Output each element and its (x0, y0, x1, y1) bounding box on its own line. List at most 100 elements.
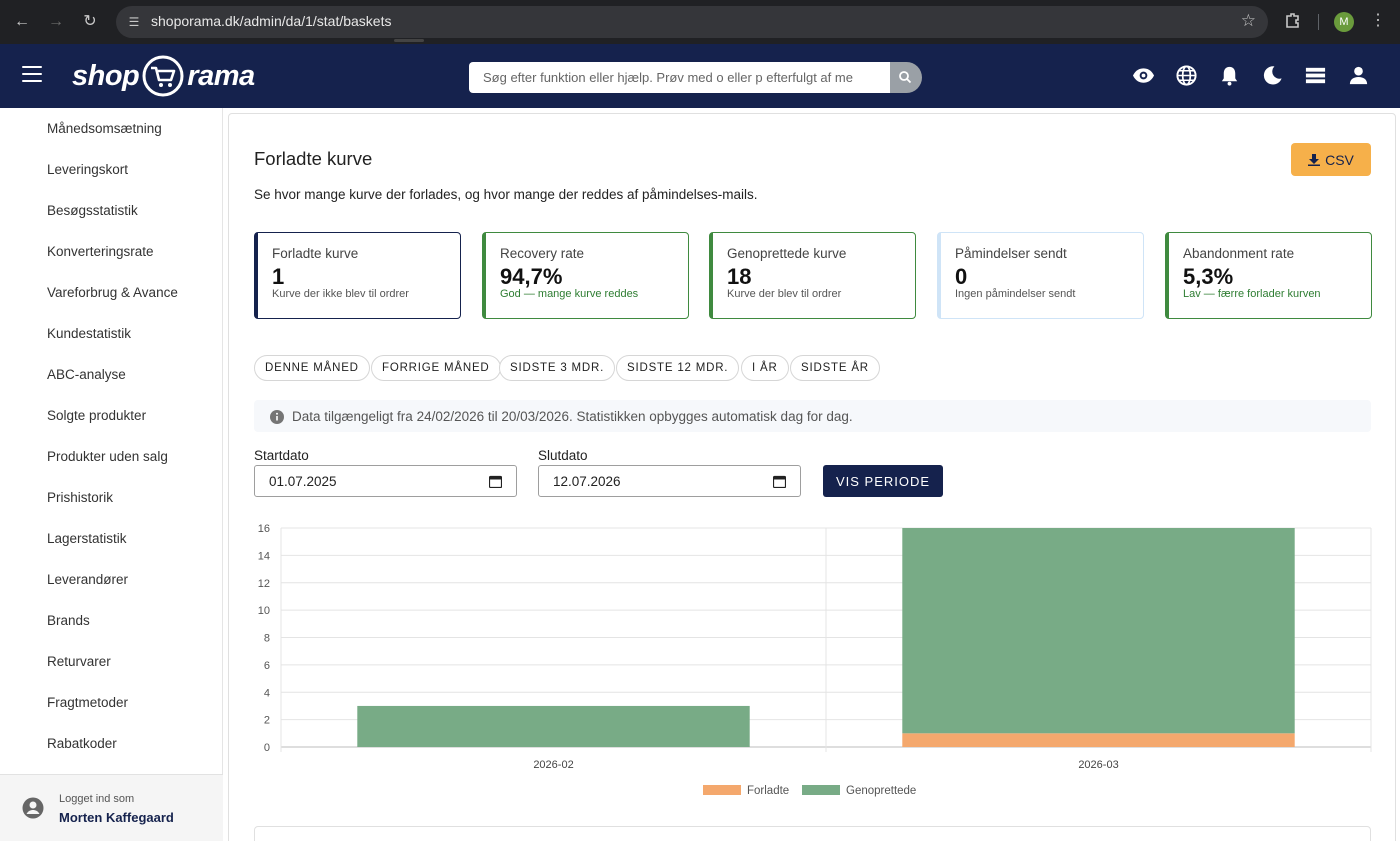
sidebar: Månedsomsætning Leveringskort Besøgsstatis… (0, 108, 223, 841)
y-tick-label: 10 (258, 605, 270, 617)
sidebar-item[interactable]: Lagerstatistik (47, 531, 127, 546)
browser-toolbar: ← → ↻ ☰ shoporama.dk/admin/da/1/stat/bas… (0, 0, 1400, 44)
sidebar-item[interactable]: Rabatkoder (47, 736, 117, 751)
sidebar-item[interactable]: Besøgsstatistik (47, 203, 138, 218)
show-period-button[interactable]: VIS PERIODE (823, 465, 943, 497)
sidebar-item[interactable]: Brands (47, 613, 90, 628)
sidebar-item[interactable]: Kundestatistik (47, 326, 132, 341)
calendar-icon[interactable] (773, 475, 786, 488)
x-tick-label: 2026-02 (533, 759, 573, 771)
sidebar-item[interactable]: Vareforbrug & Avance (47, 285, 178, 300)
bell-icon[interactable] (1218, 64, 1241, 87)
eye-icon[interactable] (1132, 64, 1155, 87)
y-tick-label: 12 (258, 578, 270, 590)
logo-text-right: rama (187, 59, 255, 92)
bar-genoprettede (902, 528, 1295, 734)
sidebar-item[interactable]: Fragtmetoder (47, 695, 129, 710)
period-button[interactable]: SIDSTE 12 MDR. (616, 355, 740, 381)
period-button[interactable]: I ÅR (741, 355, 789, 381)
logged-in-label: Logget ind som (59, 793, 135, 805)
bar-genoprettede (357, 705, 750, 747)
stat-value: 5,3% (1183, 264, 1234, 289)
period-button[interactable]: SIDSTE ÅR (790, 355, 880, 381)
sidebar-item[interactable]: Leveringskort (47, 162, 129, 177)
legend-label: Genoprettede (846, 785, 916, 797)
stat-card: Recovery rate 94,7% God — mange kurve redd… (482, 232, 689, 319)
download-icon (1308, 153, 1321, 166)
sidebar-item[interactable]: Leverandører (47, 572, 129, 587)
end-date-field[interactable]: 12.07.2026 (538, 465, 801, 497)
y-tick-label: 14 (258, 550, 270, 562)
stat-subtext: Kurve der ikke blev til ordrer (272, 288, 409, 300)
site-settings-icon[interactable]: ☰ (128, 15, 140, 29)
stat-subtext: Lav — færre forlader kurven (1183, 288, 1321, 300)
y-tick-label: 8 (264, 633, 270, 645)
toolbar-divider (1318, 14, 1319, 30)
url-text[interactable]: shoporama.dk/admin/da/1/stat/baskets (151, 13, 392, 29)
stat-value: 1 (272, 264, 285, 289)
reload-icon[interactable]: ↻ (83, 13, 97, 30)
legend-swatch (802, 785, 840, 795)
address-bar[interactable]: ☰ shoporama.dk/admin/da/1/stat/baskets ☆ (116, 6, 1268, 38)
sidebar-item[interactable]: Konverteringsrate (47, 244, 154, 259)
stack-icon[interactable] (1304, 64, 1327, 87)
cart-logo-icon (142, 55, 184, 97)
search-input[interactable] (469, 62, 891, 93)
csv-label: CSV (1325, 151, 1354, 168)
stat-value: 94,7% (500, 264, 563, 289)
y-tick-label: 16 (258, 523, 270, 535)
search-button[interactable] (890, 62, 922, 93)
start-date-field[interactable]: 01.07.2025 (254, 465, 517, 497)
sidebar-item[interactable]: Solgte produkter (47, 408, 147, 423)
sidebar-item[interactable]: Prishistorik (47, 490, 114, 505)
page-description: Se hvor mange kurve der forlades, og hvo… (254, 187, 758, 202)
calendar-icon[interactable] (489, 475, 502, 488)
csv-export-button[interactable]: CSV (1291, 143, 1371, 176)
stat-card: Abandonment rate 5,3% Lav — færre forlader… (1165, 232, 1372, 319)
bar-forladte (902, 733, 1295, 747)
period-button[interactable]: SIDSTE 3 MDR. (499, 355, 616, 381)
legend-label: Forladte (747, 785, 789, 797)
app-header: shop rama (0, 44, 1400, 108)
forward-icon[interactable]: → (48, 13, 64, 30)
sidebar-item[interactable]: Månedsomsætning (47, 121, 162, 136)
stat-value: 18 (727, 264, 752, 289)
period-button[interactable]: FORRIGE MÅNED (371, 355, 501, 381)
moon-icon[interactable] (1261, 64, 1284, 87)
end-date-label: Slutdato (538, 448, 588, 463)
user-icon[interactable] (1347, 64, 1370, 87)
logo-text-left: shop (72, 59, 140, 92)
browser-menu-icon[interactable]: ⋮ (1370, 12, 1386, 29)
period-button[interactable]: DENNE MÅNED (254, 355, 370, 381)
back-icon[interactable]: ← (14, 13, 30, 30)
sidebar-item[interactable]: Returvarer (47, 654, 111, 669)
search-icon (899, 71, 912, 84)
url-indicator (394, 39, 424, 42)
start-date-value: 01.07.2025 (269, 473, 337, 489)
menu-icon[interactable] (22, 66, 42, 82)
user-name: Morten Kaffegaard (59, 810, 174, 825)
bookmark-star-icon[interactable]: ☆ (1240, 11, 1256, 30)
stat-label: Påmindelser sendt (955, 246, 1067, 261)
start-date-label: Startdato (254, 448, 309, 463)
stat-card: Forladte kurve 1 Kurve der ikke blev til o… (254, 232, 461, 319)
y-tick-label: 0 (264, 742, 270, 754)
page-title: Forladte kurve (254, 148, 373, 169)
globe-icon[interactable] (1175, 64, 1198, 87)
stat-card: Genoprettede kurve 18 Kurve der blev til o… (709, 232, 916, 319)
sidebar-item[interactable]: Produkter uden salg (47, 449, 168, 464)
stat-value: 0 (955, 264, 968, 289)
end-date-value: 12.07.2026 (553, 473, 621, 489)
legend-swatch (703, 785, 741, 795)
bottom-panel (254, 826, 1371, 841)
sidebar-footer: Logget ind som Morten Kaffegaard (0, 774, 223, 841)
sidebar-item[interactable]: ABC-analyse (47, 367, 126, 382)
extensions-icon[interactable] (1282, 11, 1304, 33)
x-tick-label: 2026-03 (1078, 759, 1118, 771)
logo[interactable]: shop rama (72, 54, 255, 98)
stat-label: Recovery rate (500, 246, 585, 261)
profile-avatar[interactable]: M (1334, 12, 1354, 32)
stat-label: Forladte kurve (272, 246, 359, 261)
stat-subtext: Ingen påmindelser sendt (955, 288, 1076, 300)
info-bar: Data tilgængeligt fra 24/02/2026 til 20/… (254, 400, 1371, 432)
